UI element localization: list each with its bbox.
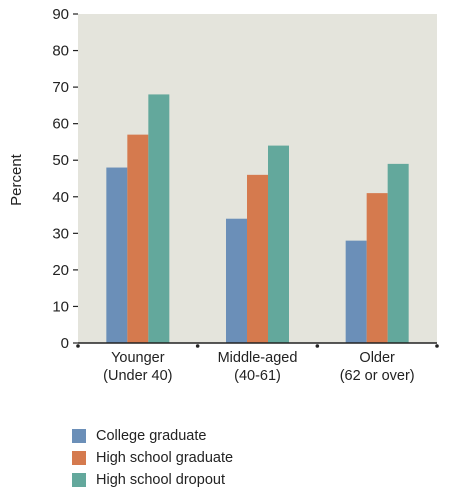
legend-swatch	[72, 451, 86, 465]
bar	[247, 174, 268, 343]
y-tick-label: 80	[52, 43, 69, 60]
y-tick-label: 20	[52, 262, 69, 279]
legend-item: High school graduate	[72, 447, 233, 469]
bar	[387, 163, 409, 343]
bar	[127, 134, 149, 343]
x-axis-dot	[195, 344, 200, 348]
bar	[106, 167, 128, 343]
legend-swatch	[72, 429, 86, 443]
x-axis-dot	[76, 344, 80, 348]
bar	[268, 145, 289, 343]
x-category-label: Older	[359, 350, 395, 366]
legend-label: College graduate	[96, 428, 207, 444]
bars	[106, 94, 409, 343]
legend-label: High school dropout	[96, 472, 225, 488]
x-category-label: (Under 40)	[103, 368, 172, 384]
x-axis-dot	[435, 344, 439, 348]
bar	[366, 193, 388, 343]
legend: College graduate High school graduate High…	[72, 425, 233, 491]
y-tick-label: 70	[52, 79, 69, 96]
x-axis-dot	[315, 344, 320, 348]
x-category-label: (62 or over)	[340, 368, 415, 384]
y-tick-label: 0	[61, 335, 69, 352]
y-tick-label: 50	[52, 152, 69, 169]
bar	[148, 94, 170, 343]
y-tick-label: 90	[52, 6, 69, 23]
y-axis-ticks: 0 10 20 30 40 50 60 70 80 90	[52, 6, 78, 352]
x-axis-dots	[76, 344, 439, 348]
x-category-label: Middle-aged	[218, 350, 298, 366]
bar	[226, 218, 247, 343]
legend-item: High school dropout	[72, 469, 233, 491]
bar	[345, 240, 367, 343]
y-tick-label: 40	[52, 189, 69, 206]
legend-swatch	[72, 473, 86, 487]
legend-label: High school graduate	[96, 450, 234, 466]
y-tick-label: 60	[52, 116, 69, 133]
legend-item: College graduate	[72, 425, 233, 447]
y-tick-label: 30	[52, 225, 69, 242]
x-category-label: Younger	[111, 350, 165, 366]
x-axis-categories: Younger (Under 40) Middle-aged (40-61) Older…	[103, 350, 414, 384]
x-category-label: (40-61)	[234, 368, 281, 384]
y-axis-title: Percent	[8, 153, 25, 206]
y-tick-label: 10	[52, 298, 69, 315]
